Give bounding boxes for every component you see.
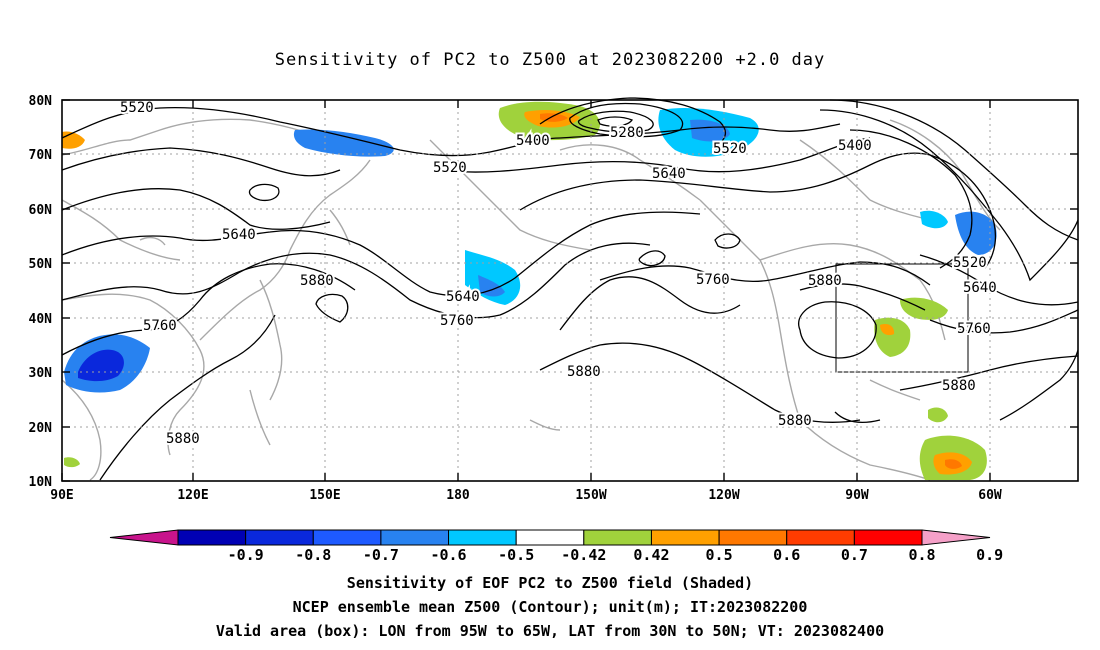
patch-positive-us-core (880, 324, 895, 336)
lat-label: 80N (29, 94, 53, 109)
contour-label: 5520 (433, 160, 467, 176)
caption-line-1: Sensitivity of EOF PC2 to Z500 field (Sh… (346, 574, 754, 592)
z500-contours (61, 97, 1079, 481)
colorbar-arrow-low (109, 529, 179, 546)
patch-positive-northwest (62, 131, 85, 149)
lon-label: 120W (708, 488, 739, 503)
colorbar-label: 0.8 (908, 546, 935, 564)
colorbar-label: -0.9 (228, 546, 264, 564)
lat-label: 60N (29, 203, 53, 218)
longitude-labels: 90E 120E 150E 180 150W 120W 90W 60W (50, 488, 1002, 503)
colorbar-swatch (312, 529, 382, 546)
colorbar-label: 0.5 (706, 546, 733, 564)
patch-negative-canada-2 (920, 210, 948, 229)
patch-negative-arctic-core (690, 119, 730, 142)
colorbar-arrow-high (921, 529, 991, 546)
contour-label: 5520 (953, 255, 987, 271)
patch-positive-us (874, 317, 911, 357)
colorbar-swatch (718, 529, 788, 546)
contour-label: 5520 (120, 100, 154, 116)
lat-label: 40N (29, 312, 53, 327)
colorbar-swatch (177, 529, 247, 546)
gridlines (62, 100, 1078, 481)
colorbar-swatch (853, 529, 923, 546)
colorbar: -0.9 -0.8 -0.7 -0.6 -0.5 -0.42 0.42 0.5 0.6 0.7 0.… (109, 529, 1003, 564)
contour-label: 5640 (963, 280, 997, 296)
colorbar-label: -0.7 (363, 546, 399, 564)
patch-negative-pacific-core (478, 275, 505, 297)
colorbar-swatch (515, 529, 585, 546)
colorbar-label: -0.42 (561, 546, 606, 564)
contour-label: 5640 (652, 166, 686, 182)
lon-label: 150E (309, 488, 340, 503)
caption-line-2: NCEP ensemble mean Z500 (Contour); unit(… (292, 598, 808, 616)
contour-label: 5760 (696, 272, 730, 288)
patch-positive-caribbean-2 (928, 407, 948, 423)
colorbar-label: -0.5 (498, 546, 534, 564)
colorbar-swatch (448, 529, 517, 546)
lat-label: 30N (29, 366, 53, 381)
colorbar-label: -0.8 (295, 546, 331, 564)
contour-label: 5760 (440, 313, 474, 329)
lat-label: 50N (29, 257, 53, 272)
contour-label: 5880 (300, 273, 334, 289)
colorbar-swatch (380, 529, 450, 546)
lon-label: 90E (50, 488, 73, 503)
lon-label: 120E (177, 488, 208, 503)
map-frame (61, 99, 1079, 482)
lon-label: 180 (446, 488, 470, 503)
contour-label: 5880 (166, 431, 200, 447)
map-title: Sensitivity of PC2 to Z500 at 2023082200… (274, 50, 826, 70)
contour-labels: 5520 5400 5280 5520 5400 5520 5640 5640 … (118, 98, 999, 449)
lat-label: 20N (29, 421, 53, 436)
lat-label: 70N (29, 148, 53, 163)
contour-label: 5880 (942, 378, 976, 394)
contour-label: 5520 (713, 141, 747, 157)
caption-line-3: Valid area (box): LON from 95W to 65W, L… (215, 622, 885, 640)
tick-marks (61, 99, 1078, 482)
colorbar-label: 0.6 (773, 546, 800, 564)
lon-label: 60W (978, 488, 1002, 503)
lon-label: 90W (845, 488, 869, 503)
lat-label: 10N (29, 475, 53, 490)
contour-label: 5880 (567, 364, 601, 380)
latitude-labels: 80N 70N 60N 50N 40N 30N 20N 10N (29, 94, 53, 490)
contour-label: 5760 (957, 321, 991, 337)
contour-label: 5400 (516, 133, 550, 149)
colorbar-swatch (786, 529, 855, 546)
contour-label: 5880 (778, 413, 812, 429)
contour-label: 5760 (143, 318, 177, 334)
colorbar-swatch (245, 529, 314, 546)
contour-label: 5640 (446, 289, 480, 305)
contour-label: 5640 (222, 227, 256, 243)
contour-label: 5400 (838, 138, 872, 154)
colorbar-swatch (650, 529, 720, 546)
colorbar-label: 0.42 (633, 546, 669, 564)
coastlines (61, 118, 1001, 481)
contour-label: 5880 (808, 273, 842, 289)
colorbar-label: 0.9 (976, 546, 1003, 564)
patch-positive-sea (64, 457, 80, 468)
patch-negative-asia-core (78, 349, 124, 382)
lon-label: 150W (575, 488, 606, 503)
contour-label: 5280 (610, 125, 644, 141)
patch-negative-pacific (465, 250, 521, 305)
patch-negative-bering (293, 129, 394, 157)
colorbar-swatch (583, 529, 652, 546)
colorbar-label: 0.7 (841, 546, 868, 564)
patch-positive-caribbean-inner (945, 459, 962, 469)
colorbar-label: -0.6 (430, 546, 466, 564)
